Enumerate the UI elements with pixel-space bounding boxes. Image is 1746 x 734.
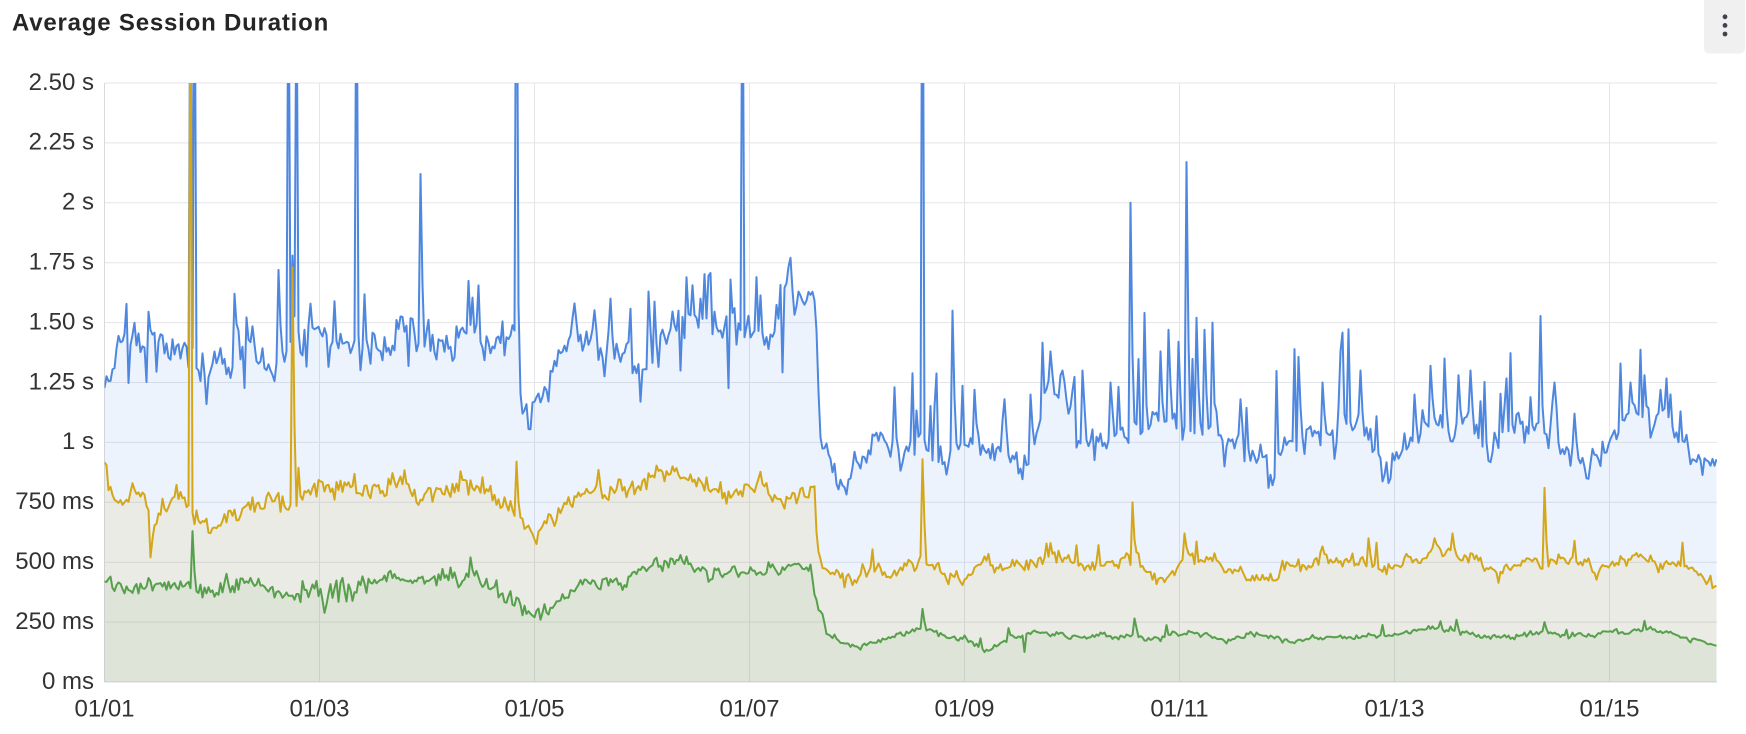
svg-text:2 s: 2 s [62, 189, 94, 216]
svg-text:01/01: 01/01 [74, 696, 134, 723]
svg-text:500 ms: 500 ms [15, 548, 94, 575]
svg-text:1.75 s: 1.75 s [29, 249, 94, 276]
svg-text:1.25 s: 1.25 s [29, 368, 94, 395]
svg-text:01/07: 01/07 [719, 696, 779, 723]
svg-text:Average Session Duration: Average Session Duration [12, 10, 329, 37]
svg-text:01/09: 01/09 [934, 696, 994, 723]
svg-text:1 s: 1 s [62, 428, 94, 455]
svg-text:01/13: 01/13 [1364, 696, 1424, 723]
svg-text:2.50 s: 2.50 s [29, 69, 94, 96]
svg-text:01/05: 01/05 [504, 696, 564, 723]
svg-text:250 ms: 250 ms [15, 608, 94, 635]
svg-text:0 ms: 0 ms [42, 668, 94, 695]
svg-text:01/15: 01/15 [1579, 696, 1639, 723]
svg-text:750 ms: 750 ms [15, 488, 94, 515]
svg-text:1.50 s: 1.50 s [29, 308, 94, 335]
svg-text:01/03: 01/03 [289, 696, 349, 723]
svg-text:2.25 s: 2.25 s [29, 129, 94, 156]
svg-text:01/11: 01/11 [1150, 696, 1208, 723]
